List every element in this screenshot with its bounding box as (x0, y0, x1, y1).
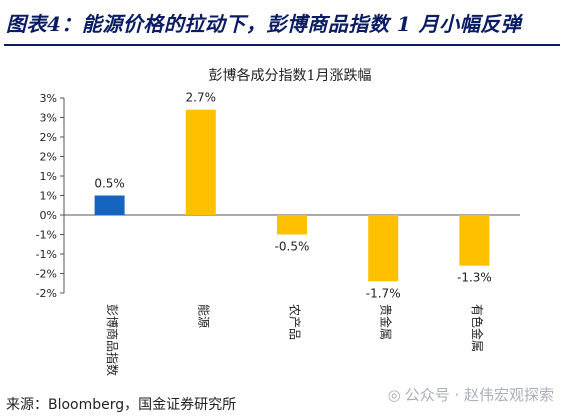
bar-1 (185, 109, 216, 215)
title-rule (4, 44, 560, 46)
data-label-0: 0.5% (94, 177, 125, 191)
bar-chart: 彭博各成分指数1月涨跌幅 3%3%2%2%1%1%0%-1%-1%-2%-2% … (36, 67, 520, 376)
data-label-4: -1.3% (457, 271, 492, 285)
x-axis-labels: 彭博商品指数 能源 农产品 贵金属 有色金属 (105, 304, 485, 376)
bars (94, 109, 490, 282)
y-tick-label: -2% (36, 287, 57, 300)
page-title: 图表4：能源价格的拉动下，彭博商品指数 1 月小幅反弹 (6, 12, 522, 36)
y-tick-label: 1% (40, 170, 57, 183)
y-tick-label: -1% (36, 248, 57, 261)
x-tick-label-1: 能源 (196, 304, 210, 328)
bar-3 (368, 215, 399, 282)
y-tick-label: -1% (36, 229, 57, 242)
y-tick-label: 2% (40, 131, 57, 144)
y-tick-label: 1% (40, 190, 57, 203)
watermark: ◎ 公众号 · 赵伟宏观探索 (388, 384, 554, 405)
y-tick-label: 3% (40, 92, 57, 105)
y-axis: 3% 3% 2% 2% 1% 1% 0% -1% -1% -2% -2% (36, 92, 520, 300)
data-labels: 0.5% 2.7% -0.5% -1.7% -1.3% (94, 91, 491, 301)
chart-title: 彭博各成分指数1月涨跌幅 (209, 67, 372, 84)
bar-2 (277, 215, 307, 235)
bar-0 (94, 195, 125, 215)
y-tick-label: 3% (40, 112, 57, 125)
y-tick-label: 2% (40, 151, 57, 164)
y-tick-label: -2% (36, 268, 57, 281)
data-label-1: 2.7% (186, 91, 217, 105)
source-note: 来源：Bloomberg，国金证券研究所 (6, 397, 237, 413)
watermark-text: 公众号 · 赵伟宏观探索 (404, 386, 554, 404)
x-tick-label-2: 农产品 (288, 304, 302, 340)
x-tick-label-0: 彭博商品指数 (105, 304, 120, 376)
data-label-2: -0.5% (275, 240, 310, 254)
data-label-3: -1.7% (366, 286, 401, 300)
wechat-icon: ◎ (387, 386, 401, 404)
bar-4 (459, 215, 490, 266)
x-tick-label-3: 贵金属 (379, 304, 394, 340)
x-tick-label-4: 有色金属 (470, 304, 485, 352)
y-tick-label: 0% (40, 209, 57, 222)
